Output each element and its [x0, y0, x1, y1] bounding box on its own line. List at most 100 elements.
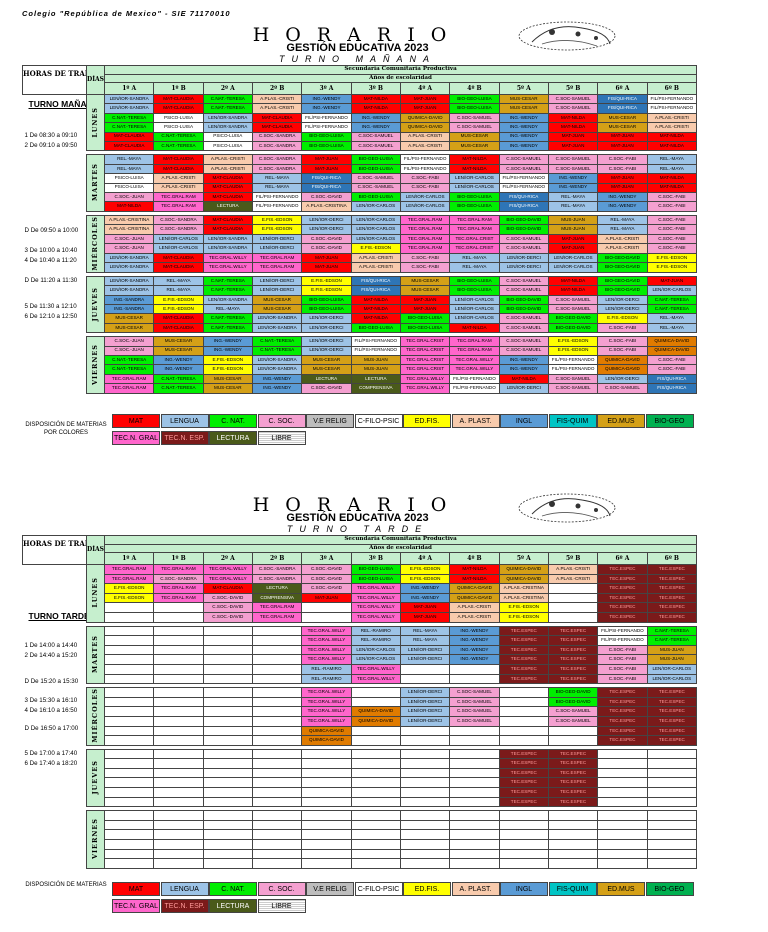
schedule-cell: LECTURA [202, 201, 253, 212]
schedule-cell: C.NAT.-TERESA [202, 93, 253, 105]
schedule-cell: LEN/IOR-DERCI [301, 345, 352, 356]
hours-header: HORAS DE TRABAJO [22, 65, 87, 95]
schedule-cell: REL.-MAYA [547, 191, 599, 203]
schedule-cell: MAT-NILDA [498, 373, 549, 385]
schedule-cell: C.SOC-SAMUEL [498, 163, 549, 175]
table-row: LEN/IOR-SANDRA MAT-CLAUDIA C.NAT.-TERESA A.… [23, 103, 698, 114]
schedule-cell [399, 673, 451, 685]
schedule-cell: E.FIS.-EDSON [103, 583, 155, 594]
schedule-cell: LEN/IOR-DERCI [301, 322, 352, 334]
schedule-cell: TEC.GRAL.RAM [103, 573, 155, 585]
table-row: MUS-CESAR MAT-CLAUDIA C.NAT.-TERESA LEN/IOR… [23, 322, 698, 334]
schedule-cell [103, 706, 155, 717]
schedule-cell: C.SOC-SAMUEL [547, 93, 599, 105]
legend-chip: C. SOC. [257, 414, 306, 428]
schedule-cell: BIO-GEO-DAVID [597, 275, 648, 287]
page-title: HORARIO [252, 24, 463, 46]
page-subtitle: GESTIÓN EDUCATIVA 2023 [286, 512, 429, 524]
schedule-cell: REL.-MAYA [103, 163, 155, 175]
hours-header: HORAS DE TRABAJO [22, 535, 87, 565]
schedule-cell: C.SOC.-SANDRA [153, 224, 204, 235]
schedule-cell: C.SOC.-DAVID [301, 243, 352, 254]
schedule-cell: TEC.GRAL.RAM [399, 243, 451, 254]
time-slot: D De 09:50 a 10:00 [24, 227, 79, 234]
schedule-cell [301, 810, 352, 821]
schedule-cell: TEC.GRAL.WILLY [301, 687, 352, 698]
table-row: TEC.ESPEC TEC.ESPEC [23, 767, 698, 779]
schedule-cell [449, 725, 500, 737]
schedule-cell [153, 735, 204, 746]
schedule-cell [547, 819, 599, 831]
schedule-cell [399, 735, 451, 746]
schedule-cell: TEC.GRAL.WILLY [350, 663, 401, 675]
schedule-cell: E.FIS.-EDSON [498, 602, 549, 613]
time-slots-column: TURNO TARDE 1 De 14:00 a 14:40 2 De 14:40 … [22, 564, 87, 869]
schedule-cell [251, 758, 303, 769]
schedule-cell: TEC.GRAL.CRIST [399, 336, 451, 347]
schedule-cell: BIO-GEO-LUISA [350, 154, 401, 165]
table-row: TEC.GRAL.WILLY LEN/IOR-CARLOS LEN/IOR-DERC… [23, 654, 698, 665]
schedule-cell: A.PLAS.-CRISTI [350, 262, 401, 273]
schedule-cell: C.SOC.-DAVID [301, 383, 352, 394]
time-slot: 5 De 17:00 a 17:40 [24, 750, 78, 757]
schedule-cell: TEC.GRAL.RAM [251, 252, 303, 264]
table-row: MUS-CESAR MAT-CLAUDIA C.NAT.-TERESA LEN/IOR… [23, 313, 698, 324]
schedule-cell: A.PLAS.-CRISTI [399, 131, 451, 142]
schedule-cell: REL.-MAYA [597, 224, 648, 235]
schedule-cell [251, 858, 303, 869]
schedule-cell [498, 687, 549, 698]
days-header: DÍAS [86, 535, 105, 565]
schedule-cell: TEC.ESPEC [547, 644, 599, 656]
schedule-cell: LEN/IOR-DERCI [498, 262, 549, 273]
schedule-cell: C.SOC.-FABI [646, 243, 698, 254]
schedule-cell [399, 663, 451, 675]
schedule-cell: REL.-RAMIRO [301, 663, 352, 675]
schedule-cell: MAT-JUAN [399, 303, 451, 315]
years-header: Años de escolaridad [103, 74, 698, 83]
schedule-cell: TEC.ESPEC [547, 748, 599, 760]
schedule-cell: MUS-CESAR [103, 313, 155, 324]
schedule-cell: MAT-JUAN [597, 173, 648, 184]
schedule-cell: A.PLAS.-CRISTI [251, 93, 303, 105]
schedule-cell: TEC.ESPEC [498, 654, 549, 665]
schedule-cell: REL.-MAYA [202, 303, 253, 315]
schedule-cell: LEN/IOR-DERCI [301, 214, 352, 226]
schedule-cell [399, 796, 451, 808]
schedule-cell: C.NAT.-TERESA [251, 345, 303, 356]
schedule-cell [449, 839, 500, 850]
day-label: VIERNES [86, 336, 105, 394]
timetable-grid-afternoon: HORAS DE TRABAJODÍASSecundaria Comunitar… [22, 535, 698, 869]
legend-chip: INGL [500, 882, 548, 896]
schedule-cell: BIO-GEO-DAVID [597, 262, 648, 273]
schedule-cell: FIL/PSI-FERNANDO [301, 112, 352, 124]
level-header: Secundaria Comunitaria Productiva [103, 535, 698, 545]
schedule-cell [251, 706, 303, 717]
table-row: C.NAT.-TERESA ING.-WENDY E.FIS.-EDSON LEN/I… [23, 364, 698, 375]
schedule-cell: TEC.ESPEC [597, 611, 648, 623]
schedule-cell [153, 810, 204, 821]
schedule-cell: BIO-GEO-LUISA [301, 131, 352, 142]
schedule-cell: LEN/IOR-DERCI [597, 373, 648, 385]
schedule-cell [449, 735, 500, 746]
day-label: LUNES [86, 564, 105, 623]
schedule-cell: C.SOC-SAMUEL [547, 154, 599, 165]
schedule-cell [301, 611, 352, 623]
schedule-cell: ING.-WENDY [153, 364, 204, 375]
schedule-cell: A.PLAS.-CRISTI [646, 122, 698, 133]
schedule-cell: TEC.GRAL.WILLY [449, 364, 500, 375]
schedule-cell [251, 848, 303, 860]
schedule-cell: E.FIS.-EDSON [498, 611, 549, 623]
schedule-cell: MAT-CLAUDIA [202, 214, 253, 226]
schedule-cell: TEC.ESPEC [646, 592, 698, 604]
table-row: ING.-SANDRA E.FIS.-EDSON REL.-MAYA MUS-CESA… [23, 303, 698, 315]
schedule-cell: TEC.ESPEC [597, 696, 648, 708]
schedule-cell [103, 848, 155, 860]
schedule-cell: FIS/QUI-RICA [301, 182, 352, 193]
schedule-cell: A.PLAS.-CRISTI [547, 573, 599, 585]
course-header: 6º A [597, 552, 648, 565]
table-row: TEC.GRAL.WILLY LEN/IOR-DERCI C.SOC-SAMUEL B… [23, 696, 698, 708]
schedule-cell [547, 829, 599, 841]
schedule-cell: MAT-NILDA [350, 294, 401, 306]
schedule-cell [547, 592, 599, 604]
schedule-cell: TEC.ESPEC [646, 735, 698, 746]
